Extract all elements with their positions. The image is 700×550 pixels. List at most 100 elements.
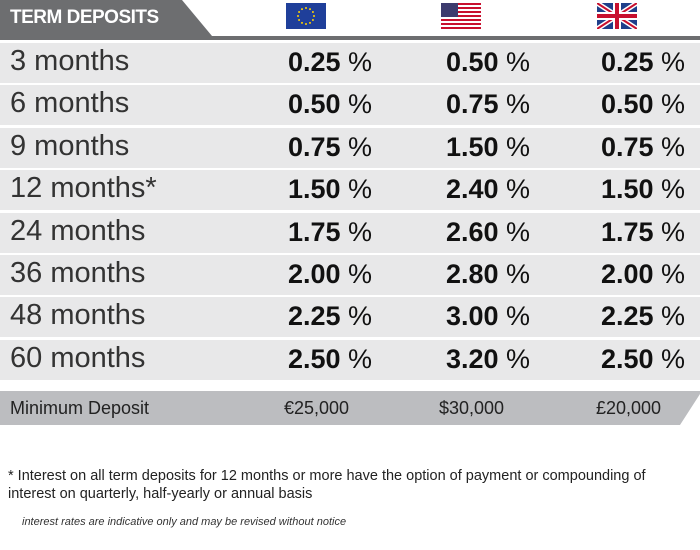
rate-value: 0.25 <box>600 47 654 77</box>
table-row: 48 months 2.25 % 3.00 % 2.25 % <box>0 297 700 338</box>
rate-eur: 0.25 % <box>288 47 372 78</box>
minimum-deposit-eur: €25,000 <box>284 398 350 418</box>
rate-eur: 2.25 % <box>288 301 372 332</box>
percent-sign: % <box>661 343 686 374</box>
rate-eur: 1.50 % <box>288 174 372 205</box>
term-label: 9 months <box>10 129 130 162</box>
minimum-deposit-usd: $30,000 <box>439 398 505 418</box>
rate-usd: 3.20 % <box>446 344 530 375</box>
star-icon <box>301 8 303 11</box>
percent-sign: % <box>661 301 686 332</box>
footnote: * Interest on all term deposits for 12 m… <box>8 468 646 502</box>
rate-gbp: 1.75 % <box>601 217 685 248</box>
rate-usd: 0.50 % <box>446 47 530 78</box>
percent-sign: % <box>506 174 531 205</box>
percent-sign: % <box>348 131 373 162</box>
rate-value: 2.50 <box>287 343 341 374</box>
table-row: 3 months 0.25 % 0.50 % 0.25 % <box>0 43 700 83</box>
percent-sign: % <box>348 89 373 120</box>
term-label: 24 months <box>10 214 146 247</box>
table-row: 9 months 0.75 % 1.50 % 0.75 % <box>0 127 700 168</box>
star-icon <box>305 7 307 9</box>
percent-sign: % <box>661 131 686 162</box>
rate-value: 2.00 <box>287 258 341 289</box>
term-label: 36 months <box>10 256 146 289</box>
rate-value: 2.40 <box>445 174 499 205</box>
rate-gbp: 2.25 % <box>601 301 685 332</box>
eu-flag-icon <box>286 3 326 29</box>
percent-sign: % <box>506 258 531 289</box>
rate-eur: 2.00 % <box>288 259 372 290</box>
rate-value: 2.50 <box>600 343 654 374</box>
rate-value: 1.50 <box>600 174 654 205</box>
term-label: 12 months* <box>10 172 157 205</box>
rate-gbp: 1.50 % <box>601 174 685 205</box>
rate-value: 3.00 <box>445 301 499 332</box>
percent-sign: % <box>661 47 686 77</box>
table-row: 6 months 0.50 % 0.75 % 0.50 % <box>0 85 700 126</box>
rate-gbp: 0.25 % <box>601 47 685 78</box>
percent-sign: % <box>661 89 686 120</box>
rate-value: 0.75 <box>445 89 499 120</box>
star-icon <box>311 19 314 21</box>
percent-sign: % <box>348 216 373 247</box>
rate-value: 3.20 <box>445 343 499 374</box>
star-icon <box>297 15 299 17</box>
percent-sign: % <box>506 301 531 332</box>
table-title: TERM DEPOSITS <box>10 7 159 28</box>
star-icon <box>309 8 311 11</box>
rate-usd: 3.00 % <box>446 301 530 332</box>
percent-sign: % <box>506 131 531 162</box>
rate-value: 0.75 <box>600 131 654 162</box>
term-label: 60 months <box>10 341 146 374</box>
percent-sign: % <box>661 174 686 205</box>
star-icon <box>313 15 315 17</box>
header-divider <box>0 36 700 40</box>
percent-sign: % <box>348 174 373 205</box>
term-label: 6 months <box>10 87 130 120</box>
star-icon <box>298 19 301 21</box>
uk-flag-icon <box>597 3 637 29</box>
rate-eur: 1.75 % <box>288 217 372 248</box>
percent-sign: % <box>506 343 531 374</box>
table-row: 36 months 2.00 % 2.80 % 2.00 % <box>0 254 700 295</box>
rate-gbp: 2.00 % <box>601 259 685 290</box>
term-label: 48 months <box>10 299 146 332</box>
term-label: 3 months <box>10 45 130 77</box>
rate-gbp: 0.75 % <box>601 132 685 163</box>
rate-value: 1.50 <box>287 174 341 205</box>
table-row: 12 months* 1.50 % 2.40 % 1.50 % <box>0 170 700 211</box>
rate-value: 0.75 <box>287 131 341 162</box>
percent-sign: % <box>506 89 531 120</box>
star-icon <box>305 23 307 25</box>
rate-usd: 2.40 % <box>446 174 530 205</box>
star-icon <box>301 21 303 24</box>
rate-gbp: 2.50 % <box>601 344 685 375</box>
rate-usd: 2.60 % <box>446 217 530 248</box>
rate-value: 1.50 <box>445 131 499 162</box>
minimum-deposit-row: Minimum Deposit €25,000 $30,000 £20,000 <box>0 391 700 425</box>
rate-value: 2.25 <box>287 301 341 332</box>
rate-value: 1.75 <box>600 216 654 247</box>
star-icon <box>298 11 301 13</box>
rate-usd: 0.75 % <box>446 89 530 120</box>
rate-eur: 2.50 % <box>288 344 372 375</box>
rate-eur: 0.75 % <box>288 132 372 163</box>
star-icon <box>309 21 311 24</box>
rate-value: 2.25 <box>600 301 654 332</box>
rate-gbp: 0.50 % <box>601 89 685 120</box>
rate-value: 1.75 <box>287 216 341 247</box>
rate-value: 2.80 <box>445 258 499 289</box>
rate-value: 0.25 <box>287 47 341 77</box>
disclaimer: interest rates are indicative only and m… <box>22 516 347 528</box>
percent-sign: % <box>661 216 686 247</box>
percent-sign: % <box>348 258 373 289</box>
rates-table: 3 months 0.25 % 0.50 % 0.25 % 6 months 0.50 %… <box>0 43 700 382</box>
percent-sign: % <box>348 47 373 77</box>
rate-eur: 0.50 % <box>288 89 372 120</box>
percent-sign: % <box>506 216 531 247</box>
percent-sign: % <box>506 47 531 77</box>
rate-value: 2.60 <box>445 216 499 247</box>
table-header: TERM DEPOSITS <box>0 0 212 36</box>
minimum-deposit-label: Minimum Deposit <box>10 398 150 418</box>
